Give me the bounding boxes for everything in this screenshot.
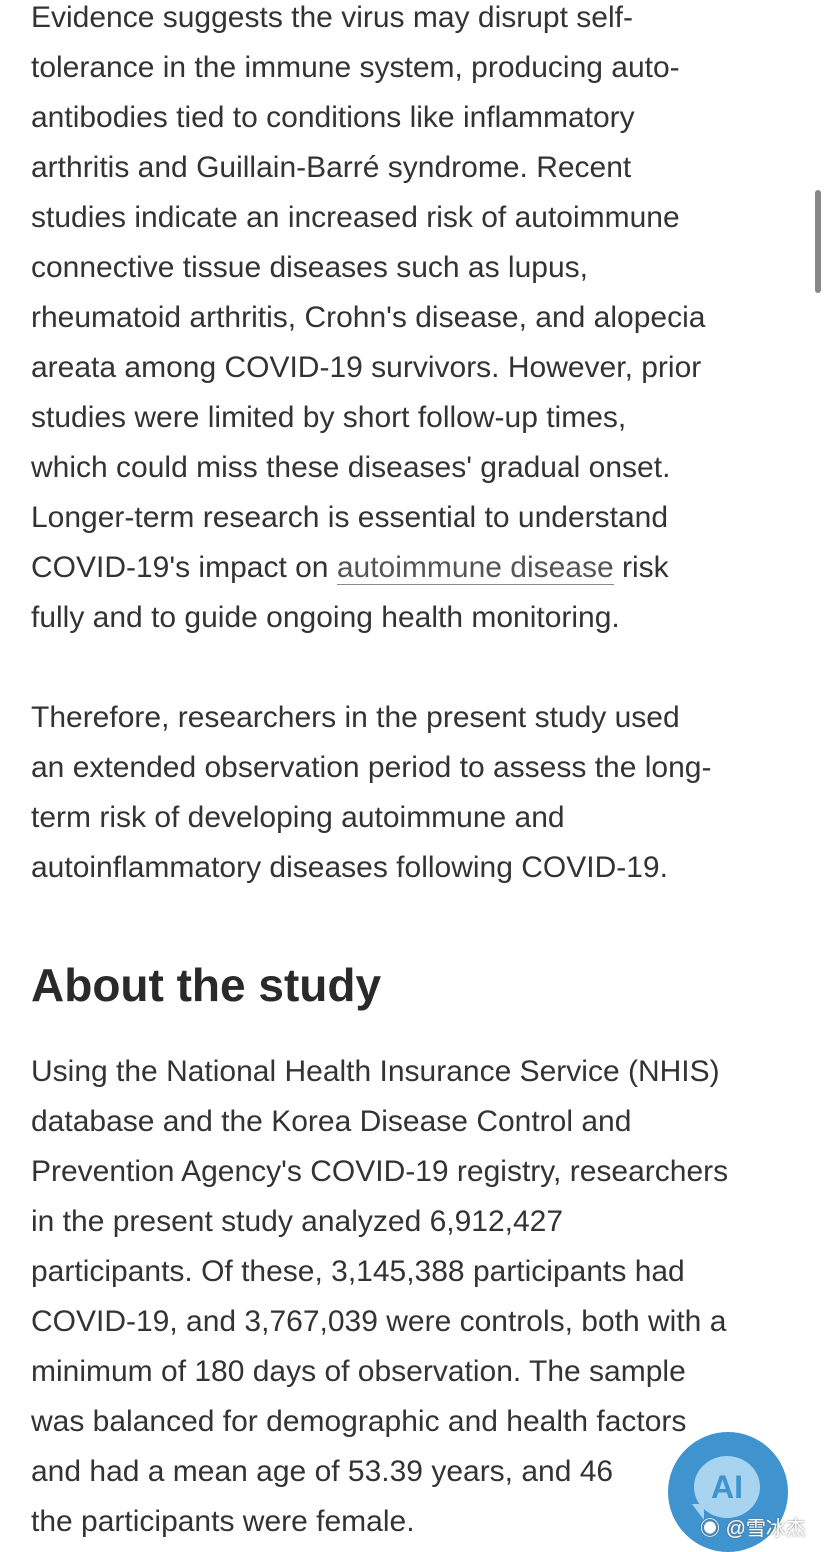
- text-line: Using the National Health Insurance Serv…: [31, 1055, 720, 1088]
- text-line: COVID-19's impact on autoimmune disease …: [31, 551, 669, 585]
- text-line: database and the Korea Disease Control a…: [31, 1105, 632, 1138]
- section-heading: About the study: [31, 959, 382, 1011]
- text-line: which could miss these diseases' gradual…: [31, 451, 671, 484]
- autoimmune-disease-link[interactable]: autoimmune disease: [336, 551, 614, 585]
- paragraph-3: Using the National Health Insurance Serv…: [31, 1047, 728, 1547]
- text-line: and had a mean age of 53.39 years, and 4…: [31, 1455, 614, 1488]
- ai-assistant-button[interactable]: AI: [668, 1432, 788, 1552]
- weibo-icon: ◉: [700, 1518, 720, 1540]
- text-line: fully and to guide ongoing health monito…: [31, 601, 620, 634]
- text-line: tolerance in the immune system, producin…: [31, 51, 680, 84]
- chat-bubble-tail-icon: [692, 1504, 704, 1520]
- text-line: term risk of developing autoimmune and: [31, 801, 565, 834]
- text-line: participants. Of these, 3,145,388 partic…: [31, 1255, 685, 1288]
- text-line: antibodies tied to conditions like infla…: [31, 101, 635, 134]
- text-line: rheumatoid arthritis, Crohn's disease, a…: [31, 301, 706, 334]
- scrollbar[interactable]: [815, 190, 821, 293]
- text-line: Longer-term research is essential to und…: [31, 501, 669, 534]
- paragraph-2: Therefore, researchers in the present st…: [31, 693, 811, 893]
- text-line: autoinflammatory diseases following COVI…: [31, 851, 668, 884]
- text-line: Therefore, researchers in the present st…: [31, 701, 680, 734]
- text-line: in the present study analyzed 6,912,427: [31, 1205, 564, 1238]
- text-line: areata among COVID-19 survivors. However…: [31, 351, 702, 384]
- text-line: Prevention Agency's COVID-19 registry, r…: [31, 1155, 729, 1188]
- text-line: studies were limited by short follow-up …: [31, 401, 627, 434]
- text-line: an extended observation period to assess…: [31, 751, 712, 784]
- text-line: studies indicate an increased risk of au…: [31, 201, 680, 234]
- text-line: arthritis and Guillain-Barré syndrome. R…: [31, 151, 632, 184]
- text-line: connective tissue diseases such as lupus…: [31, 251, 588, 284]
- text-line: the participants were female.: [31, 1505, 415, 1538]
- text-line: was balanced for demographic and health …: [31, 1405, 687, 1438]
- ai-chat-icon: AI: [694, 1456, 760, 1518]
- article-body: Evidence suggests the virus may disrupt …: [31, 0, 811, 893]
- watermark: ◉ @雪冰杰: [700, 1518, 806, 1540]
- paragraph-1: Evidence suggests the virus may disrupt …: [31, 0, 811, 543]
- text-line: Evidence suggests the virus may disrupt …: [31, 1, 633, 34]
- text-line: COVID-19, and 3,767,039 were controls, b…: [31, 1305, 727, 1338]
- text-line: minimum of 180 days of observation. The …: [31, 1355, 686, 1388]
